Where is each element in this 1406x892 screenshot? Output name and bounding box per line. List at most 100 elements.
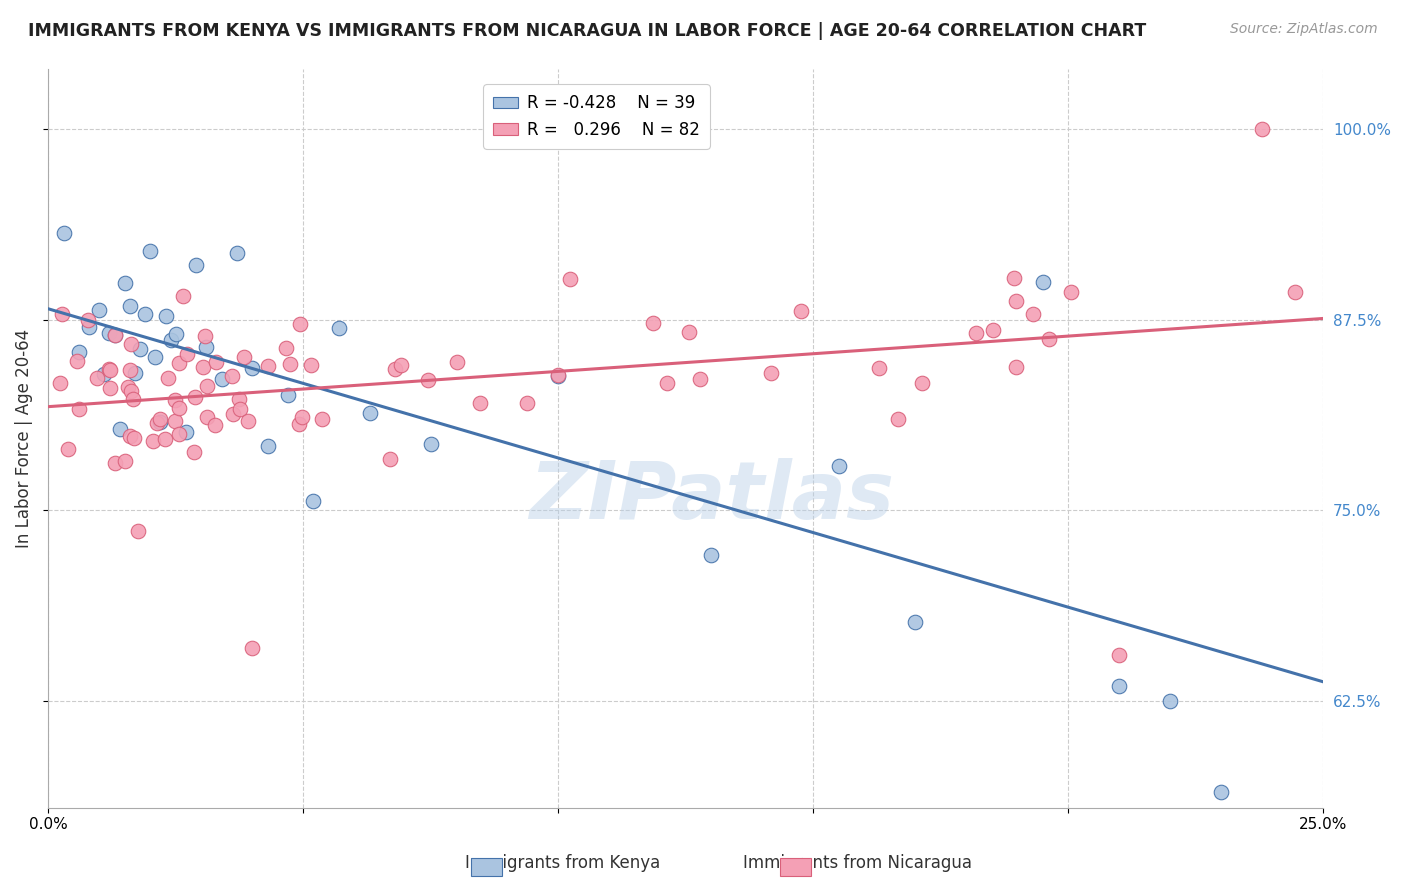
Point	[1021, 307, 1043, 321]
Point	[142, 434, 165, 448]
Point	[547, 368, 569, 382]
Point	[122, 431, 145, 445]
Point	[195, 378, 218, 392]
Point	[139, 244, 162, 259]
Point	[159, 334, 181, 348]
Text: IMMIGRANTS FROM KENYA VS IMMIGRANTS FROM NICARAGUA IN LABOR FORCE | AGE 20-64 CO: IMMIGRANTS FROM KENYA VS IMMIGRANTS FROM…	[28, 22, 1146, 40]
Point	[1108, 679, 1130, 693]
Point	[193, 359, 215, 374]
Point	[124, 366, 146, 380]
Point	[165, 326, 187, 341]
Point	[77, 313, 100, 327]
Point	[226, 246, 249, 260]
Point	[516, 396, 538, 410]
Point	[904, 615, 927, 629]
Point	[120, 429, 142, 443]
Point	[655, 376, 678, 391]
Point	[195, 340, 218, 354]
Point	[418, 373, 440, 387]
Text: Immigrants from Kenya: Immigrants from Kenya	[465, 855, 659, 872]
Point	[67, 401, 90, 416]
Point	[205, 355, 228, 369]
Point	[299, 359, 322, 373]
Point	[167, 426, 190, 441]
Point	[328, 321, 350, 335]
Point	[163, 392, 186, 407]
Point	[211, 372, 233, 386]
Point	[77, 320, 100, 334]
Point	[89, 302, 111, 317]
Point	[118, 363, 141, 377]
Point	[868, 361, 890, 376]
Point	[222, 407, 245, 421]
Point	[1159, 694, 1181, 708]
Point	[120, 337, 142, 351]
Point	[468, 395, 491, 409]
Point	[184, 390, 207, 404]
Point	[238, 414, 260, 428]
Point	[1005, 360, 1028, 375]
Point	[93, 368, 115, 382]
Point	[290, 318, 312, 332]
Point	[280, 357, 302, 371]
Point	[98, 326, 121, 341]
Point	[256, 439, 278, 453]
Point	[1211, 785, 1233, 799]
Point	[378, 452, 401, 467]
Point	[389, 359, 412, 373]
Point	[194, 329, 217, 343]
Point	[186, 258, 208, 272]
Point	[129, 343, 152, 357]
Point	[104, 328, 127, 343]
Point	[127, 524, 149, 538]
Point	[678, 326, 700, 340]
Point	[911, 376, 934, 390]
Point	[384, 361, 406, 376]
Point	[97, 361, 120, 376]
Point	[291, 409, 314, 424]
Point	[240, 360, 263, 375]
Point	[183, 445, 205, 459]
Point	[114, 454, 136, 468]
Point	[288, 417, 311, 431]
Point	[56, 442, 79, 457]
Point	[163, 414, 186, 428]
Point	[419, 437, 441, 451]
Point	[134, 308, 156, 322]
Point	[204, 418, 226, 433]
Point	[446, 355, 468, 369]
Point	[66, 353, 89, 368]
Point	[169, 401, 191, 416]
Point	[52, 226, 75, 240]
Point	[149, 412, 172, 426]
Point	[828, 459, 851, 474]
Point	[120, 384, 142, 399]
Point	[965, 326, 987, 341]
Point	[98, 363, 121, 377]
Point	[1032, 275, 1054, 289]
Point	[103, 327, 125, 342]
Text: ZIPatlas: ZIPatlas	[529, 458, 894, 536]
Point	[1005, 293, 1028, 308]
Point	[277, 387, 299, 401]
Point	[149, 415, 172, 429]
Point	[689, 372, 711, 386]
Point	[117, 380, 139, 394]
Point	[103, 456, 125, 470]
Legend: R = -0.428    N = 39, R =   0.296    N = 82: R = -0.428 N = 39, R = 0.296 N = 82	[484, 84, 710, 149]
Point	[1060, 285, 1083, 300]
Point	[122, 392, 145, 406]
Point	[51, 307, 73, 321]
Text: Source: ZipAtlas.com: Source: ZipAtlas.com	[1230, 22, 1378, 37]
Point	[1002, 270, 1025, 285]
Point	[257, 359, 280, 373]
Point	[100, 381, 122, 395]
Point	[118, 299, 141, 313]
Point	[302, 493, 325, 508]
Point	[114, 276, 136, 290]
Point	[276, 341, 298, 355]
Point	[155, 310, 177, 324]
Point	[547, 368, 569, 383]
Point	[67, 344, 90, 359]
Point	[167, 356, 190, 370]
